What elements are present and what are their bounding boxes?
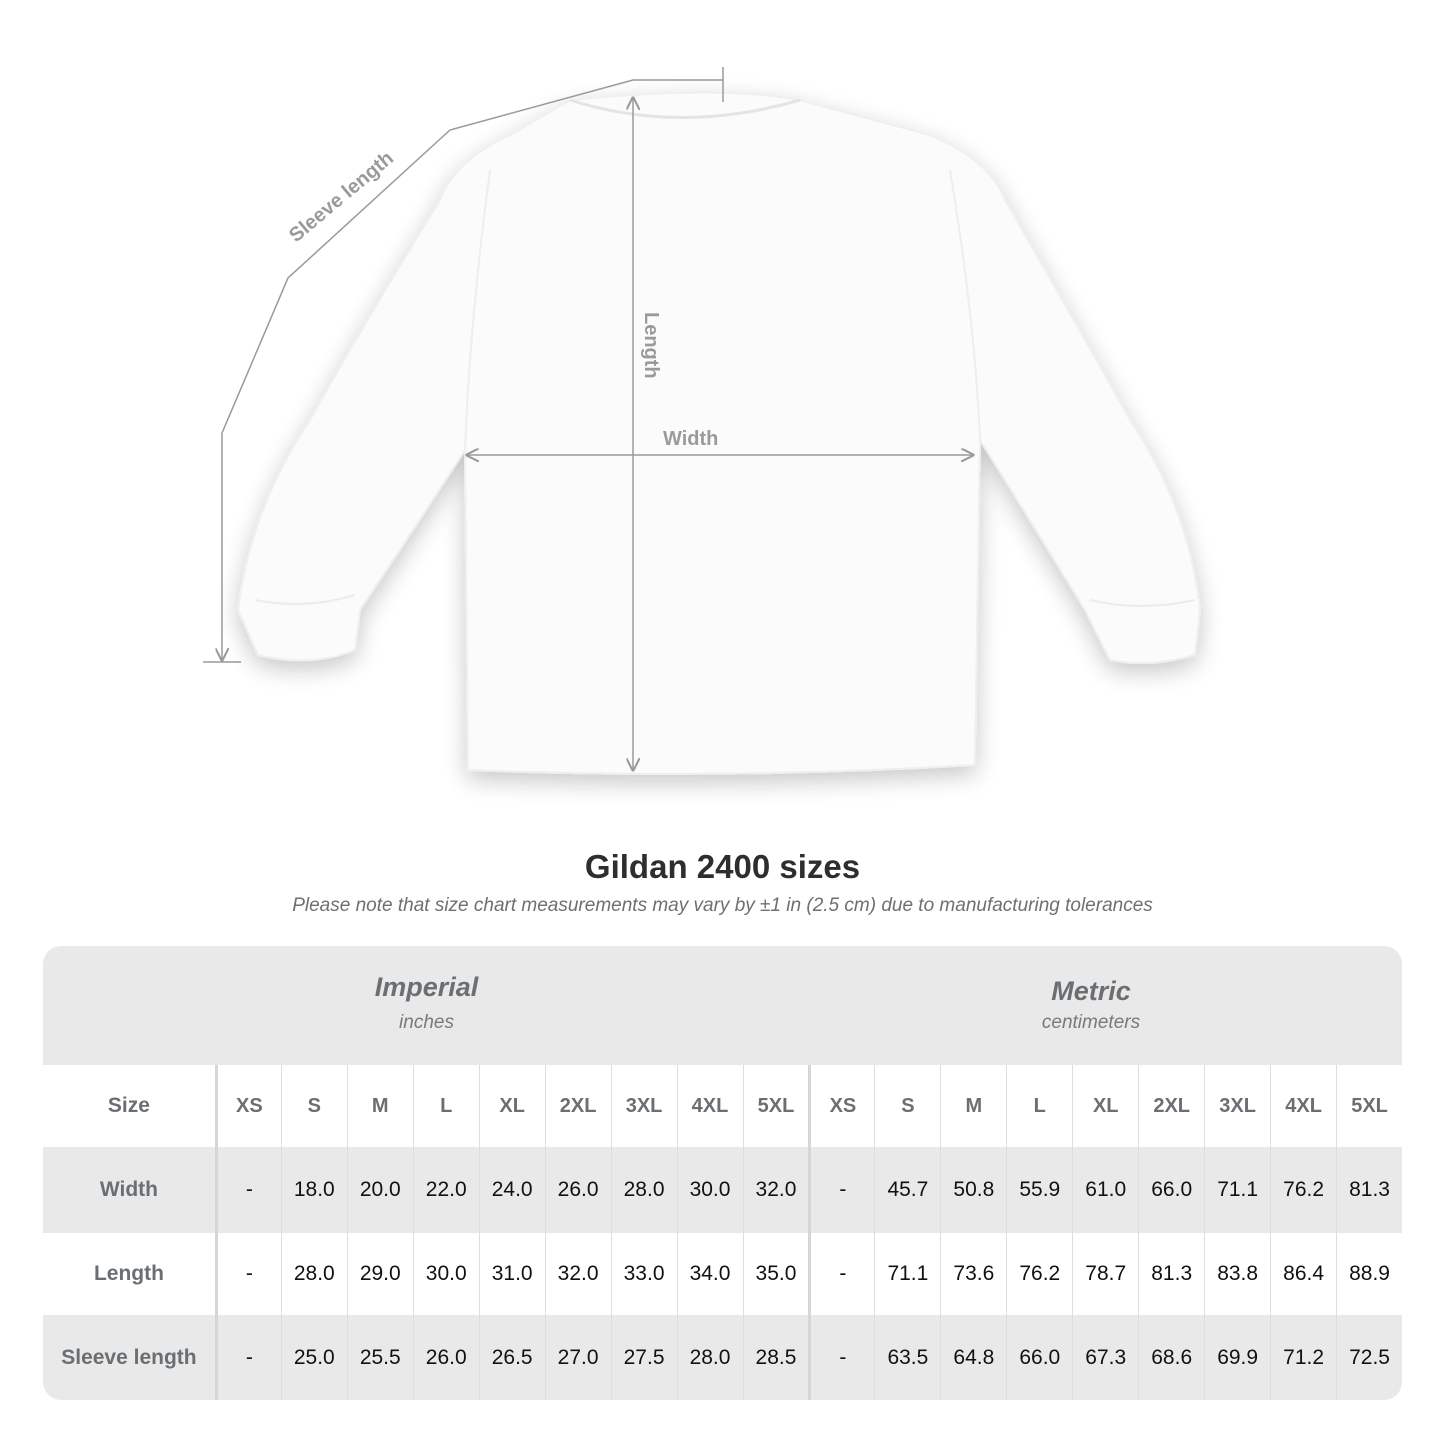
metric-value-cell: 69.9 bbox=[1204, 1315, 1270, 1400]
imperial-unit: inches bbox=[399, 1012, 454, 1033]
imperial-value-cell: 32.0 bbox=[742, 1147, 809, 1233]
metric-value-cell: 86.4 bbox=[1270, 1233, 1336, 1315]
imperial-value-cell: 34.0 bbox=[676, 1233, 743, 1315]
imperial-value-cell: 35.0 bbox=[742, 1233, 809, 1315]
size-header-cell: XL bbox=[478, 1065, 545, 1147]
metric-value-cell: 45.7 bbox=[874, 1147, 940, 1233]
imperial-value-cell: 26.0 bbox=[544, 1147, 611, 1233]
row-label: Size bbox=[107, 1094, 150, 1117]
imperial-value-cell: 27.0 bbox=[544, 1315, 611, 1400]
metric-value-cell: 71.1 bbox=[1204, 1147, 1270, 1233]
width-label: Width bbox=[663, 428, 718, 450]
imperial-value-cell: 28.0 bbox=[280, 1233, 347, 1315]
imperial-value-cell: 28.5 bbox=[742, 1315, 809, 1400]
metric-value-cell: - bbox=[808, 1147, 874, 1233]
size-header-cell: 2XL bbox=[544, 1065, 611, 1147]
row-label: Sleeve length bbox=[61, 1345, 197, 1369]
metric-value-cell: 66.0 bbox=[1138, 1147, 1204, 1233]
size-header-cell: M bbox=[346, 1065, 413, 1147]
imperial-value-cell: 24.0 bbox=[478, 1147, 545, 1233]
size-header-cell: L bbox=[1006, 1065, 1072, 1147]
measurement-lines bbox=[203, 67, 973, 770]
table-row: Length -28.0 29.0 30.0 31.0 32.0 33.0 34.0 35.0-… bbox=[43, 1233, 1402, 1315]
metric-value-cell: 72.5 bbox=[1336, 1315, 1402, 1400]
shirt-illustration: Sleeve length Length Width bbox=[203, 67, 1202, 775]
metric-value-cell: 61.0 bbox=[1072, 1147, 1138, 1233]
imperial-value-cell: 22.0 bbox=[412, 1147, 479, 1233]
imperial-value-cell: 33.0 bbox=[610, 1233, 677, 1315]
metric-unit: centimeters bbox=[1041, 1012, 1141, 1033]
length-label: Length bbox=[640, 312, 662, 379]
imperial-value-cell: 29.0 bbox=[346, 1233, 413, 1315]
imperial-value-cell: 18.0 bbox=[280, 1147, 347, 1233]
size-header-cell: XS bbox=[214, 1065, 281, 1147]
imperial-value-cell: - bbox=[214, 1315, 281, 1400]
size-header-cell: S bbox=[874, 1065, 940, 1147]
metric-title: Metric bbox=[1051, 976, 1131, 1006]
metric-value-cell: - bbox=[808, 1315, 874, 1400]
metric-value-cell: - bbox=[808, 1233, 874, 1315]
size-header-cell: S bbox=[280, 1065, 347, 1147]
size-header-cell: 5XL bbox=[742, 1065, 809, 1147]
metric-value-cell: 83.8 bbox=[1204, 1233, 1270, 1315]
metric-value-cell: 73.6 bbox=[940, 1233, 1006, 1315]
size-header-cell: 3XL bbox=[610, 1065, 677, 1147]
imperial-value-cell: 25.0 bbox=[280, 1315, 347, 1400]
long-sleeve-shirt bbox=[236, 91, 1202, 775]
metric-value-cell: 67.3 bbox=[1072, 1315, 1138, 1400]
metric-value-cell: 88.9 bbox=[1336, 1233, 1402, 1315]
imperial-value-cell: 28.0 bbox=[610, 1147, 677, 1233]
sleeve-length-label: Sleeve length bbox=[285, 147, 398, 247]
page-title: Gildan 2400 sizes bbox=[584, 848, 861, 885]
size-header-cell: XS bbox=[808, 1065, 874, 1147]
metric-value-cell: 68.6 bbox=[1138, 1315, 1204, 1400]
imperial-value-cell: 30.0 bbox=[412, 1233, 479, 1315]
imperial-value-cell: 26.0 bbox=[412, 1315, 479, 1400]
table-row: Width -18.0 20.0 22.0 24.0 26.0 28.0 30.0 32.0-4… bbox=[43, 1147, 1402, 1233]
size-header-cell: 2XL bbox=[1138, 1065, 1204, 1147]
imperial-header: Imperial inches bbox=[43, 946, 810, 1065]
size-header-cell: 4XL bbox=[1270, 1065, 1336, 1147]
imperial-value-cell: 28.0 bbox=[676, 1315, 743, 1400]
metric-value-cell: 50.8 bbox=[940, 1147, 1006, 1233]
metric-value-cell: 76.2 bbox=[1006, 1233, 1072, 1315]
row-label: Length bbox=[93, 1262, 164, 1285]
size-table: Imperial inches Metric centimeters Size X… bbox=[43, 946, 1402, 1400]
metric-value-cell: 55.9 bbox=[1006, 1147, 1072, 1233]
metric-value-cell: 64.8 bbox=[940, 1315, 1006, 1400]
size-header-cell: L bbox=[412, 1065, 479, 1147]
table-row: Sleeve length -25.0 25.5 26.0 26.5 27.0 27.5 28… bbox=[43, 1315, 1402, 1400]
tolerance-note: Please note that size chart measurements… bbox=[292, 895, 1153, 916]
metric-value-cell: 63.5 bbox=[874, 1315, 940, 1400]
size-header-cell: 5XL bbox=[1336, 1065, 1402, 1147]
size-header-cell: 3XL bbox=[1204, 1065, 1270, 1147]
imperial-value-cell: - bbox=[214, 1233, 281, 1315]
metric-value-cell: 76.2 bbox=[1270, 1147, 1336, 1233]
size-header-cell: XL bbox=[1072, 1065, 1138, 1147]
size-header-row: Size XS S M L XL 2XL 3XL 4XL 5XL XS S M L XL 2XL 3XL 4XL 5… bbox=[43, 1065, 1402, 1147]
row-label: Width bbox=[99, 1178, 158, 1201]
imperial-value-cell: 26.5 bbox=[478, 1315, 545, 1400]
imperial-value-cell: 25.5 bbox=[346, 1315, 413, 1400]
imperial-value-cell: 30.0 bbox=[676, 1147, 743, 1233]
imperial-title: Imperial bbox=[374, 972, 479, 1002]
imperial-value-cell: 32.0 bbox=[544, 1233, 611, 1315]
metric-value-cell: 78.7 bbox=[1072, 1233, 1138, 1315]
metric-value-cell: 81.3 bbox=[1138, 1233, 1204, 1315]
imperial-value-cell: 31.0 bbox=[478, 1233, 545, 1315]
sleeve-length-line bbox=[222, 79, 723, 660]
imperial-value-cell: 20.0 bbox=[346, 1147, 413, 1233]
size-header-cell: M bbox=[940, 1065, 1006, 1147]
size-header-cell: 4XL bbox=[676, 1065, 743, 1147]
metric-value-cell: 71.1 bbox=[874, 1233, 940, 1315]
metric-value-cell: 71.2 bbox=[1270, 1315, 1336, 1400]
imperial-value-cell: 27.5 bbox=[610, 1315, 677, 1400]
imperial-value-cell: - bbox=[214, 1147, 281, 1233]
metric-header: Metric centimeters bbox=[810, 946, 1402, 1065]
metric-value-cell: 66.0 bbox=[1006, 1315, 1072, 1400]
metric-value-cell: 81.3 bbox=[1336, 1147, 1402, 1233]
